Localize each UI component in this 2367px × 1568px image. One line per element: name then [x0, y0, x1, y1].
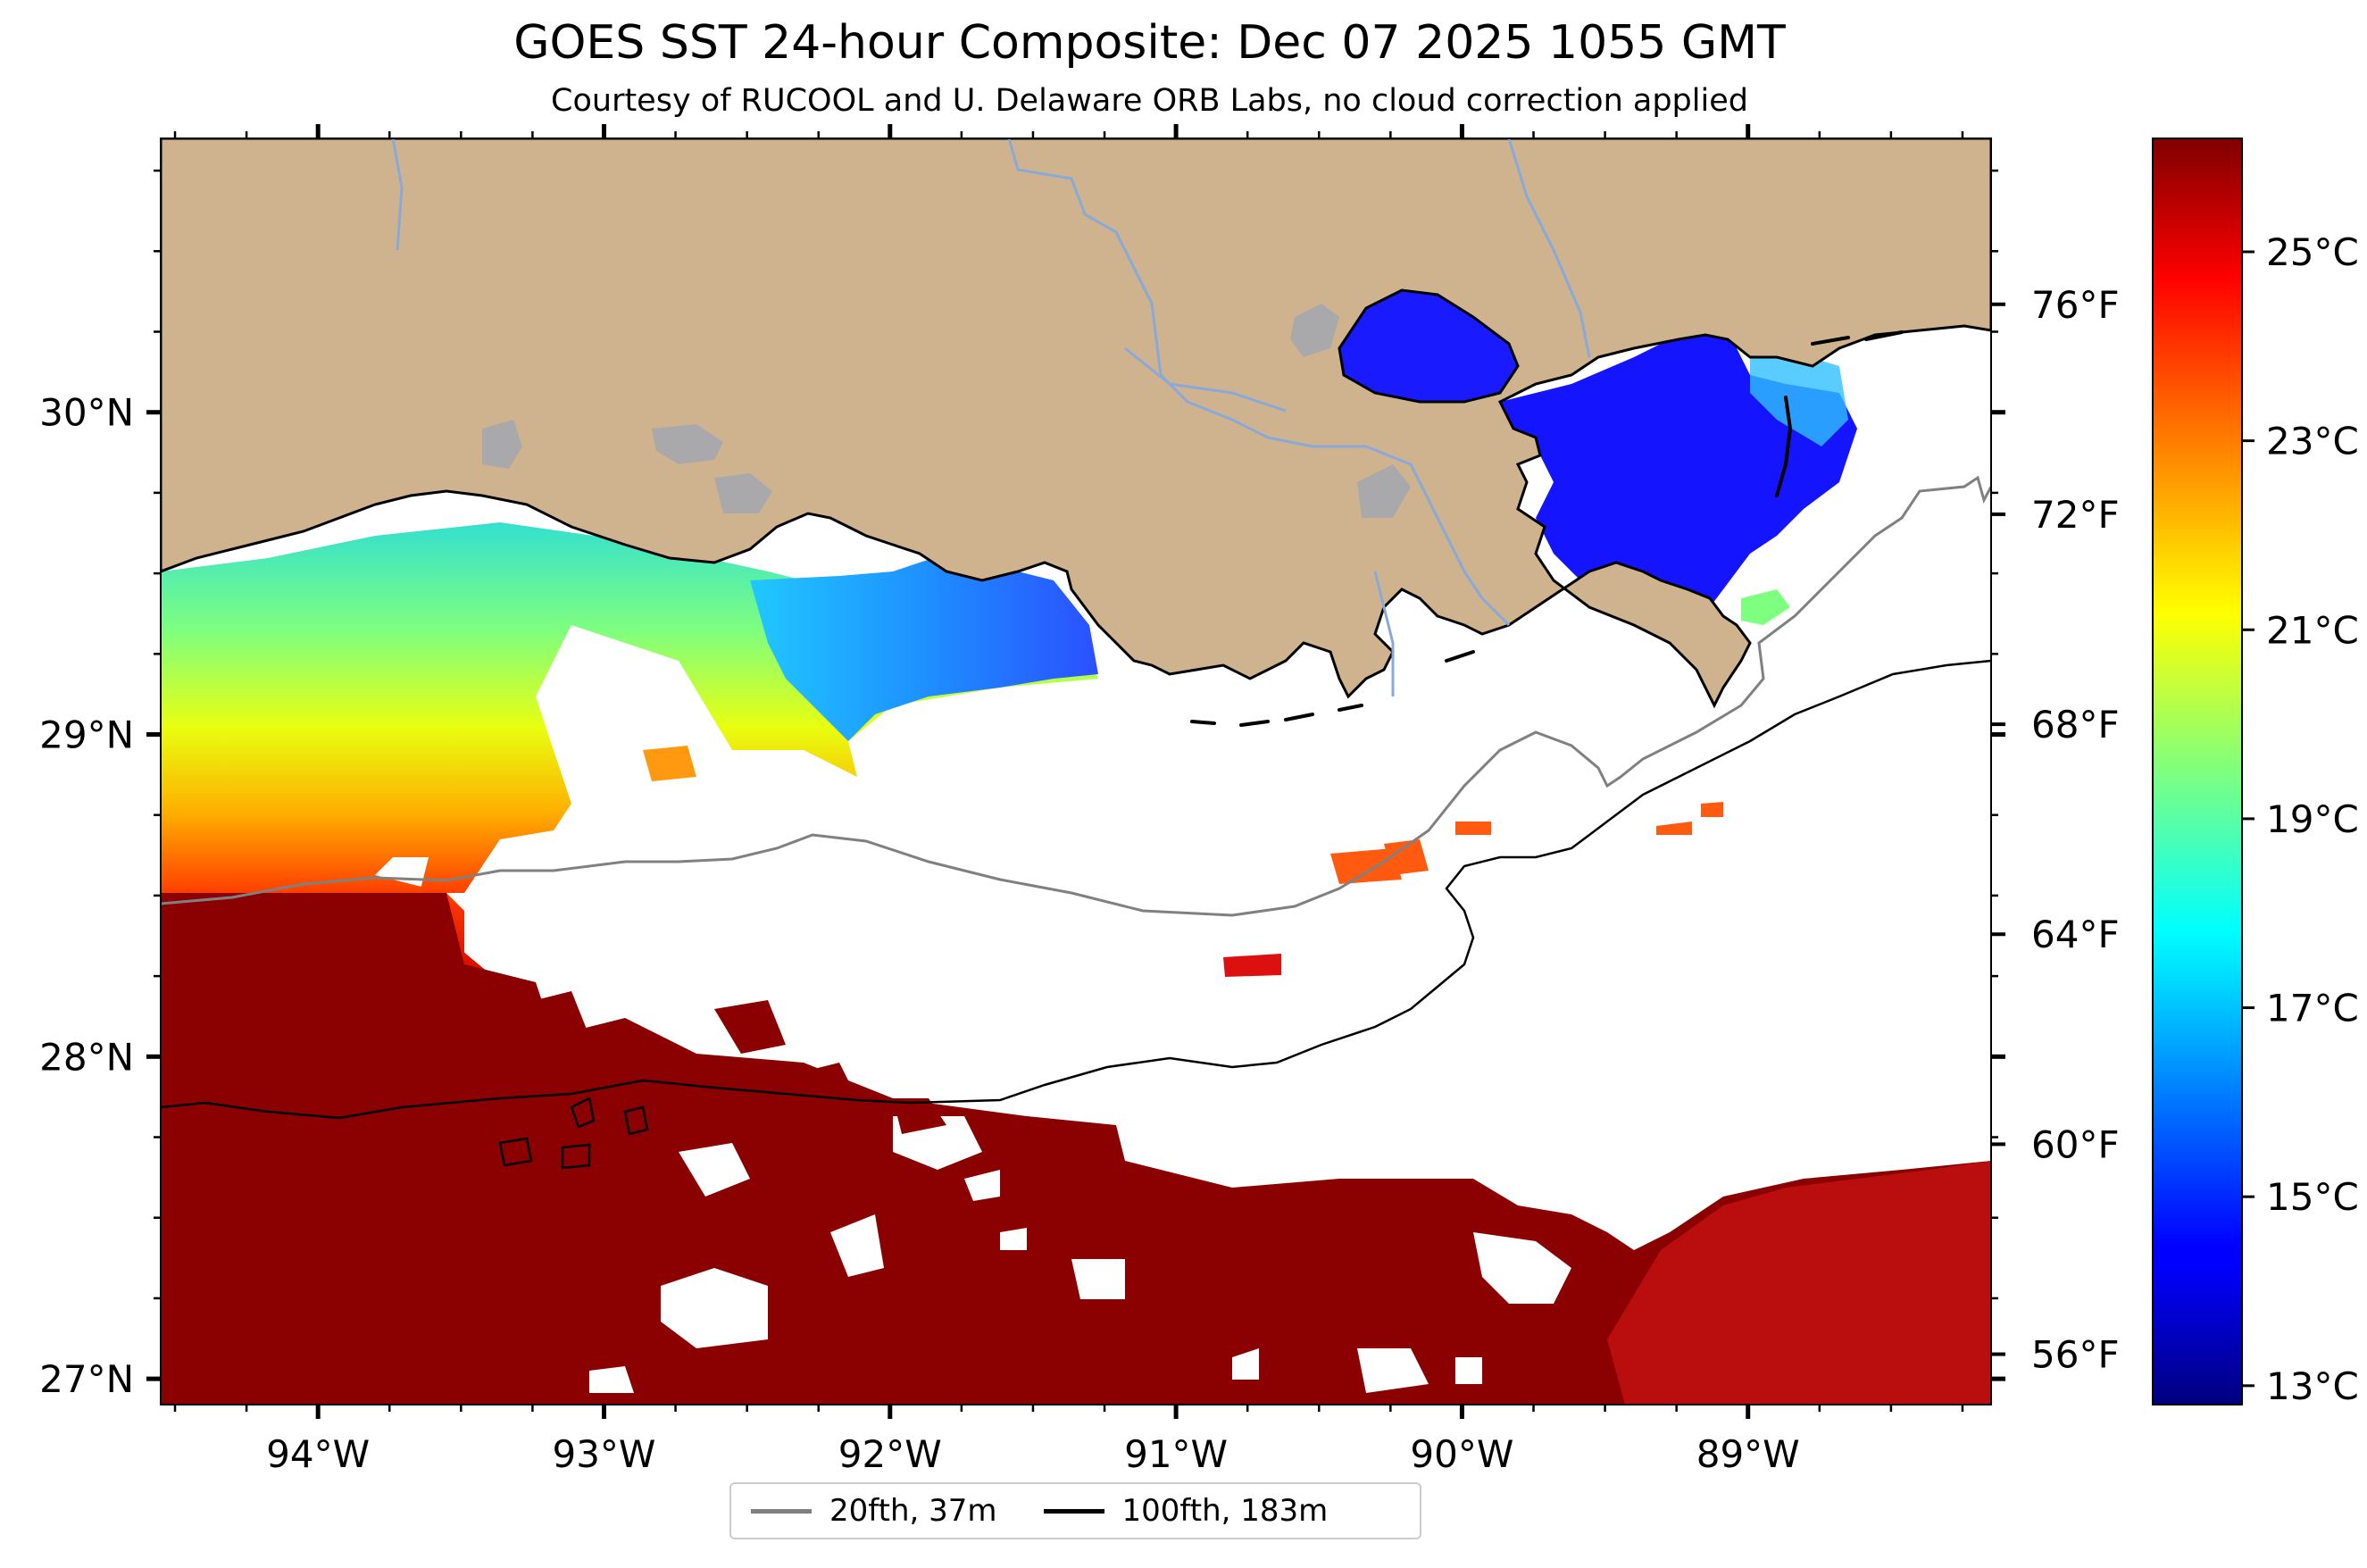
longitude-tick-label: 94°W — [266, 1432, 370, 1476]
sst-delta-cyan — [1750, 353, 1848, 446]
isobath-legend: 20fth, 37m 100fth, 183m — [729, 1482, 1421, 1539]
lake-pontchartrain — [1338, 288, 1520, 404]
map-title: GOES SST 24-hour Composite: Dec 07 2025 … — [513, 16, 1786, 70]
sst-orange-nearshore — [643, 746, 696, 781]
longitude-tick-label: 89°W — [1696, 1432, 1800, 1476]
latitude-tick-label: 29°N — [39, 713, 134, 757]
colorbar-tick-label: 21°C — [2266, 608, 2359, 652]
legend-item-100fth: 100fth, 183m — [1024, 1493, 1329, 1529]
colorbar-tick-label: 19°C — [2266, 797, 2359, 841]
fahrenheit-tick-label: 68°F — [2031, 703, 2120, 746]
latitude-tick-label: 27°N — [39, 1357, 134, 1401]
sst-orange-patches — [1330, 802, 1723, 884]
fahrenheit-tick-label: 64°F — [2031, 913, 2120, 956]
barrier-islands — [1190, 330, 1904, 727]
colorbar-ticks: 25°C 23°C 21°C 19°C 17°C 15°C 13°C — [2242, 230, 2359, 1408]
longitude-tick-label: 93°W — [552, 1432, 655, 1476]
rivers — [391, 138, 1591, 696]
cloud-holes — [589, 1116, 1571, 1393]
sst-cyan-shelf — [750, 554, 1098, 741]
sst-red-patch-offshore — [1223, 954, 1281, 977]
legend-label-20fth: 20fth, 37m — [829, 1493, 997, 1529]
colorbar-tick-label: 15°C — [2266, 1175, 2359, 1219]
legend-label-100fth: 100fth, 183m — [1121, 1493, 1329, 1529]
legend-item-20fth: 20fth, 37m — [731, 1493, 997, 1529]
fahrenheit-tick-label: 60°F — [2031, 1122, 2120, 1166]
latitude-tick-label: 28°N — [39, 1035, 134, 1079]
latitude-ticks: 30°N 29°N 28°N 27°N — [39, 169, 2005, 1401]
lakes — [482, 304, 1411, 518]
reef-outlines — [498, 1097, 649, 1170]
legend-line-20fth — [751, 1508, 812, 1514]
fahrenheit-tick-label: 56°F — [2031, 1333, 2120, 1377]
map-frame — [160, 138, 1992, 1405]
longitude-tick-label: 91°W — [1124, 1432, 1228, 1476]
fahrenheit-ticks: 76°F 72°F 68°F 64°F 60°F 56°F — [1991, 283, 2120, 1377]
longitude-ticks: 94°W 93°W 92°W 91°W 90°W 89°W — [173, 124, 1964, 1476]
fahrenheit-tick-label: 72°F — [2031, 493, 2120, 537]
colorbar-tick-label: 23°C — [2266, 420, 2359, 463]
longitude-tick-label: 90°W — [1410, 1432, 1513, 1476]
colorbar-tick-label: 17°C — [2266, 987, 2359, 1030]
colorbar-tick-label: 25°C — [2266, 230, 2359, 274]
longitude-tick-label: 92°W — [838, 1432, 942, 1476]
fahrenheit-tick-label: 76°F — [2031, 283, 2120, 327]
latitude-tick-label: 30°N — [39, 391, 134, 435]
sst-scattered-red-patches — [536, 991, 946, 1134]
colorbar — [2152, 138, 2243, 1405]
isobath-20fth — [161, 475, 1991, 917]
isobath-100fth — [161, 659, 1991, 1120]
sst-green-patch — [1741, 589, 1790, 625]
legend-line-100fth — [1043, 1508, 1104, 1514]
colorbar-tick-label: 13°C — [2266, 1364, 2359, 1408]
map-subtitle: Courtesy of RUCOOL and U. Delaware ORB L… — [551, 83, 1748, 119]
land-mass — [161, 138, 1991, 709]
sst-east-red-patch — [1607, 1161, 1991, 1405]
